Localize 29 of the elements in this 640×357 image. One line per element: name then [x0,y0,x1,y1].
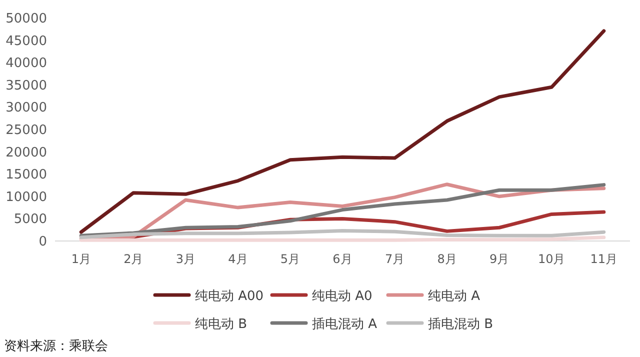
legend-label: 纯电动 B [195,317,248,332]
x-tick-label: 11月 [590,252,618,266]
y-tick-label: 25000 [6,123,47,138]
x-tick-label: 9月 [490,252,510,266]
x-tick-label: 7月 [384,252,405,266]
y-tick-label: 40000 [6,56,47,72]
legend-label: 纯电动 A [428,289,480,304]
legend-label: 纯电动 A00 [195,289,264,304]
y-tick-label: 50000 [6,12,47,26]
x-tick-label: 3月 [176,252,196,266]
x-tick-label: 1月 [71,252,91,266]
legend-label: 纯电动 A0 [312,289,372,304]
x-tick-label: 2月 [124,252,144,266]
x-tick-label: 4月 [228,252,248,266]
y-tick-label: 5000 [14,212,47,228]
y-tick-label: 15000 [6,168,47,183]
y-tick-label: 35000 [6,78,47,94]
x-tick-label: 6月 [332,252,352,266]
y-tick-label: 30000 [6,100,47,116]
x-tick-label: 5月 [280,252,300,266]
text: 资料来源：乘联会 [4,339,108,354]
x-tick-label: 10月 [538,252,566,266]
legend-label: 插电混动 A [312,317,378,332]
y-tick-label: 45000 [6,34,47,49]
x-tick-label: 8月 [437,252,457,266]
y-tick-label: 10000 [6,190,47,205]
y-tick-label: 20000 [6,145,47,160]
legend-label: 插电混动 B [428,317,494,332]
y-tick-label: 0 [38,234,47,250]
